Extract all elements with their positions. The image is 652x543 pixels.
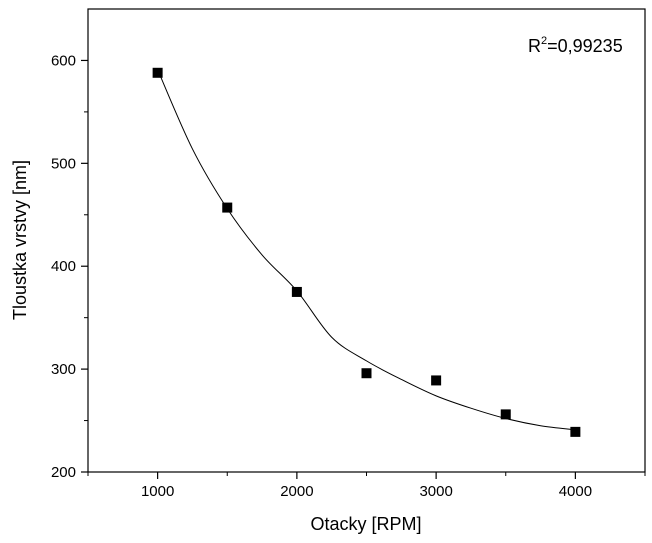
data-point <box>222 202 233 213</box>
plot-frame <box>87 8 646 473</box>
y-axis-label: Tloustka vrstvy [nm] <box>10 160 30 320</box>
data-point <box>500 409 511 420</box>
x-axis-label: Otacky [RPM] <box>310 514 421 534</box>
data-point <box>361 368 372 379</box>
y-tick-label: 500 <box>51 155 76 172</box>
r-squared-superscript: 2 <box>541 35 547 47</box>
y-axis-tick-labels: 200 300 400 500 600 <box>51 52 76 481</box>
y-axis-ticks <box>81 59 88 473</box>
y-tick-label: 600 <box>51 52 76 69</box>
x-axis-ticks <box>87 472 646 479</box>
y-tick-label: 200 <box>51 464 76 481</box>
r-squared-prefix: R <box>528 36 541 56</box>
r-squared-value: =0,99235 <box>547 36 623 56</box>
x-tick-label: 4000 <box>559 483 592 500</box>
x-axis-tick-labels: 1000 2000 3000 4000 <box>141 483 592 500</box>
data-point <box>570 426 581 437</box>
x-tick-label: 2000 <box>280 483 313 500</box>
data-points <box>152 67 581 437</box>
data-point <box>152 67 163 78</box>
data-point <box>431 375 442 386</box>
data-point <box>291 286 302 297</box>
y-tick-label: 400 <box>51 258 76 275</box>
x-tick-label: 3000 <box>419 483 452 500</box>
x-tick-label: 1000 <box>141 483 174 500</box>
y-tick-label: 300 <box>51 361 76 378</box>
r-squared-annotation: R2=0,99235 <box>528 35 623 56</box>
